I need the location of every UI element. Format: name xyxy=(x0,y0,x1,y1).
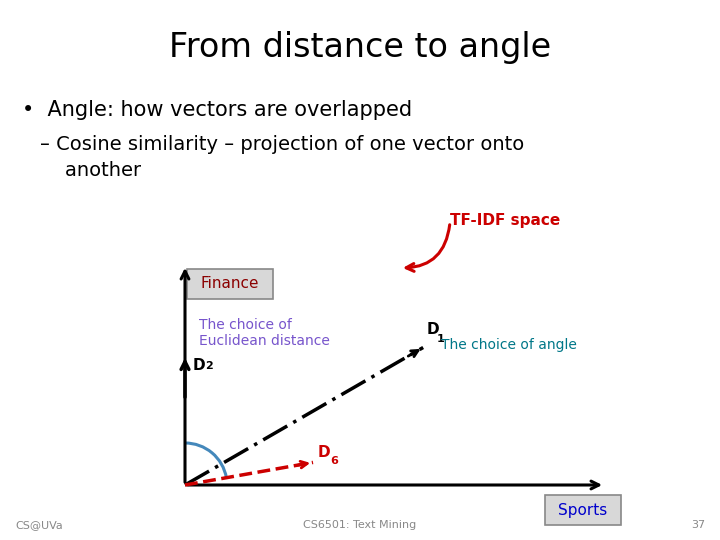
Text: 2: 2 xyxy=(205,361,212,371)
Text: Sports: Sports xyxy=(559,503,608,517)
Text: TF-IDF space: TF-IDF space xyxy=(450,213,560,227)
Text: 6: 6 xyxy=(330,456,338,467)
Text: 37: 37 xyxy=(691,520,705,530)
Text: D: D xyxy=(426,322,438,338)
Text: Finance: Finance xyxy=(201,276,259,292)
Text: CS6501: Text Mining: CS6501: Text Mining xyxy=(303,520,417,530)
Text: •  Angle: how vectors are overlapped: • Angle: how vectors are overlapped xyxy=(22,100,412,120)
Text: Euclidean distance: Euclidean distance xyxy=(199,334,330,348)
Text: From distance to angle: From distance to angle xyxy=(169,31,551,64)
Text: D: D xyxy=(318,446,330,461)
Text: D: D xyxy=(193,357,206,373)
FancyBboxPatch shape xyxy=(545,495,621,525)
FancyBboxPatch shape xyxy=(187,269,273,299)
Text: another: another xyxy=(40,160,141,179)
Text: CS@UVa: CS@UVa xyxy=(15,520,63,530)
Text: – Cosine similarity – projection of one vector onto: – Cosine similarity – projection of one … xyxy=(40,136,524,154)
Text: The choice of: The choice of xyxy=(199,318,292,332)
Text: 1: 1 xyxy=(437,334,445,343)
Text: The choice of angle: The choice of angle xyxy=(441,339,577,353)
